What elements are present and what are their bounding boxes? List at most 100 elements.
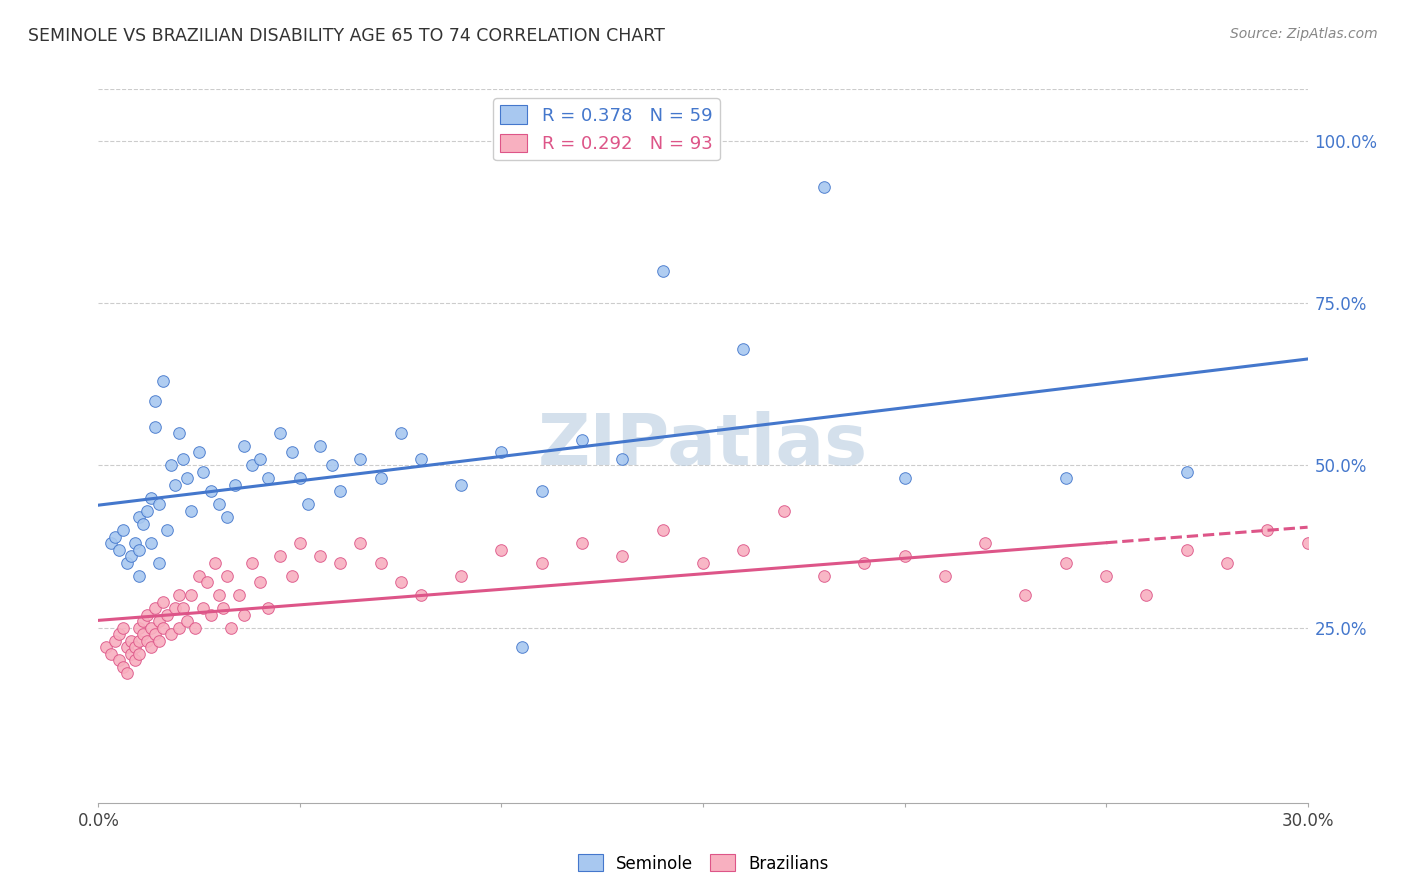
Point: [530, 556, 553, 570]
Point: [115, 556, 138, 570]
Point: [111, 621, 134, 635]
Point: [409, 588, 432, 602]
Point: [329, 556, 352, 570]
Point: [288, 536, 311, 550]
Point: [103, 633, 125, 648]
Point: [120, 549, 142, 564]
Point: [389, 575, 412, 590]
Point: [813, 179, 835, 194]
Point: [217, 510, 239, 524]
Point: [107, 627, 129, 641]
Point: [733, 342, 755, 356]
Point: [281, 568, 304, 582]
Point: [176, 614, 198, 628]
Point: [156, 607, 179, 622]
Point: [160, 627, 183, 641]
Point: [100, 536, 122, 550]
Point: [143, 601, 166, 615]
Point: [128, 647, 150, 661]
Point: [269, 425, 291, 440]
Point: [256, 471, 278, 485]
Point: [217, 568, 239, 582]
Point: [281, 445, 304, 459]
Point: [934, 568, 956, 582]
Point: [409, 452, 432, 467]
Point: [124, 653, 146, 667]
Point: [156, 524, 179, 538]
Point: [1216, 556, 1239, 570]
Point: [128, 633, 150, 648]
Point: [1054, 556, 1077, 570]
Point: [184, 621, 207, 635]
Point: [163, 478, 186, 492]
Point: [571, 433, 593, 447]
Point: [692, 556, 714, 570]
Point: [115, 666, 138, 681]
Point: [172, 601, 194, 615]
Point: [491, 542, 513, 557]
Point: [450, 478, 472, 492]
Point: [1095, 568, 1118, 582]
Point: [450, 568, 472, 582]
Point: [389, 425, 412, 440]
Point: [128, 510, 150, 524]
Point: [651, 264, 673, 278]
Point: [148, 633, 170, 648]
Point: [120, 633, 142, 648]
Point: [180, 504, 202, 518]
Point: [212, 601, 235, 615]
Point: [1135, 588, 1157, 602]
Point: [240, 458, 263, 473]
Point: [772, 504, 794, 518]
Point: [139, 491, 162, 505]
Point: [221, 621, 243, 635]
Point: [224, 478, 246, 492]
Point: [124, 536, 146, 550]
Point: [143, 393, 166, 408]
Point: [100, 647, 122, 661]
Point: [135, 504, 157, 518]
Point: [188, 568, 211, 582]
Point: [571, 536, 593, 550]
Point: [148, 614, 170, 628]
Point: [132, 614, 155, 628]
Text: Source: ZipAtlas.com: Source: ZipAtlas.com: [1230, 27, 1378, 41]
Point: [167, 621, 190, 635]
Point: [1054, 471, 1077, 485]
Point: [893, 471, 915, 485]
Point: [309, 549, 332, 564]
Point: [491, 445, 513, 459]
Point: [1376, 562, 1399, 576]
Point: [115, 640, 138, 654]
Point: [256, 601, 278, 615]
Point: [96, 640, 118, 654]
Point: [193, 465, 215, 479]
Point: [135, 607, 157, 622]
Point: [132, 627, 155, 641]
Point: [167, 425, 190, 440]
Point: [204, 556, 226, 570]
Point: [651, 524, 673, 538]
Point: [249, 575, 271, 590]
Point: [160, 458, 183, 473]
Point: [152, 374, 174, 388]
Point: [143, 627, 166, 641]
Point: [128, 621, 150, 635]
Point: [176, 471, 198, 485]
Point: [167, 588, 190, 602]
Text: SEMINOLE VS BRAZILIAN DISABILITY AGE 65 TO 74 CORRELATION CHART: SEMINOLE VS BRAZILIAN DISABILITY AGE 65 …: [28, 27, 665, 45]
Point: [180, 588, 202, 602]
Point: [974, 536, 997, 550]
Point: [139, 640, 162, 654]
Point: [111, 659, 134, 673]
Point: [321, 458, 343, 473]
Point: [139, 536, 162, 550]
Point: [1256, 524, 1278, 538]
Point: [733, 542, 755, 557]
Point: [232, 439, 254, 453]
Point: [148, 497, 170, 511]
Point: [139, 621, 162, 635]
Legend: R = 0.378   N = 59, R = 0.292   N = 93: R = 0.378 N = 59, R = 0.292 N = 93: [494, 98, 720, 161]
Point: [510, 640, 533, 654]
Point: [200, 484, 222, 499]
